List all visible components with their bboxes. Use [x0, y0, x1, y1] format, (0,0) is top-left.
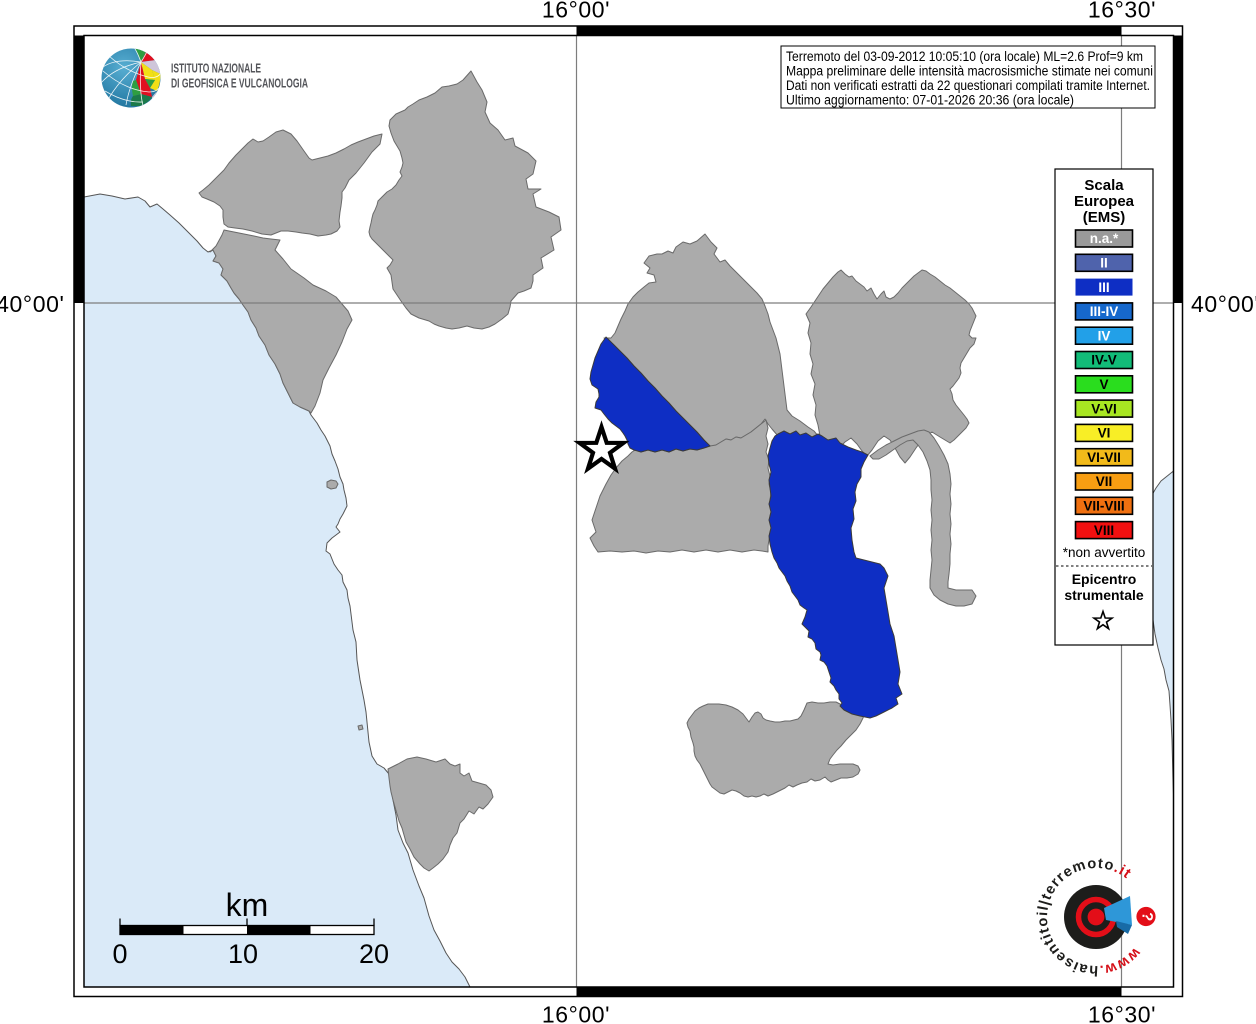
- svg-text:Mappa preliminare delle intens: Mappa preliminare delle intensità macros…: [786, 64, 1153, 79]
- svg-text:20: 20: [359, 939, 389, 969]
- svg-text:*non avvertito: *non avvertito: [1063, 545, 1146, 560]
- svg-text:Terremoto del 03-09-2012 10:05: Terremoto del 03-09-2012 10:05:10 (ora l…: [786, 49, 1143, 64]
- svg-text:40°00': 40°00': [0, 291, 65, 317]
- svg-text:Epicentro: Epicentro: [1072, 571, 1137, 587]
- svg-text:III-IV: III-IV: [1090, 304, 1119, 319]
- svg-text:10: 10: [228, 939, 258, 969]
- svg-text:ISTITUTO NAZIONALE: ISTITUTO NAZIONALE: [171, 61, 261, 76]
- svg-text:DI GEOFISICA E VULCANOLOGIA: DI GEOFISICA E VULCANOLOGIA: [171, 76, 308, 91]
- svg-text:VII: VII: [1096, 474, 1113, 489]
- svg-text:IV-V: IV-V: [1091, 353, 1117, 368]
- svg-text:?: ?: [1138, 911, 1156, 922]
- svg-text:16°00': 16°00': [542, 0, 610, 23]
- svg-text:VII-VIII: VII-VIII: [1083, 499, 1124, 514]
- svg-text:Ultimo aggiornamento: 07-01-20: Ultimo aggiornamento: 07-01-2026 20:36 (…: [786, 93, 1074, 108]
- svg-text:km: km: [226, 887, 269, 923]
- svg-text:V: V: [1099, 377, 1108, 392]
- svg-text:0: 0: [112, 939, 127, 969]
- svg-text:II: II: [1100, 256, 1108, 271]
- svg-text:VI: VI: [1098, 426, 1111, 441]
- svg-text:strumentale: strumentale: [1064, 587, 1144, 603]
- svg-text:16°30': 16°30': [1088, 0, 1156, 23]
- svg-text:IV: IV: [1098, 328, 1111, 343]
- svg-text:(EMS): (EMS): [1083, 209, 1126, 226]
- svg-text:Dati non verificati estratti d: Dati non verificati estratti da 22 quest…: [786, 78, 1150, 93]
- svg-text:III: III: [1098, 280, 1109, 295]
- svg-text:VI-VII: VI-VII: [1087, 450, 1121, 465]
- svg-text:16°30': 16°30': [1088, 1002, 1156, 1024]
- svg-text:40°00': 40°00': [1191, 291, 1256, 317]
- svg-text:V-VI: V-VI: [1091, 401, 1117, 416]
- svg-text:Europea: Europea: [1074, 193, 1135, 210]
- svg-text:VIII: VIII: [1094, 523, 1114, 538]
- svg-text:16°00': 16°00': [542, 1002, 610, 1024]
- svg-text:n.a.*: n.a.*: [1090, 231, 1119, 246]
- svg-text:Scala: Scala: [1084, 177, 1124, 194]
